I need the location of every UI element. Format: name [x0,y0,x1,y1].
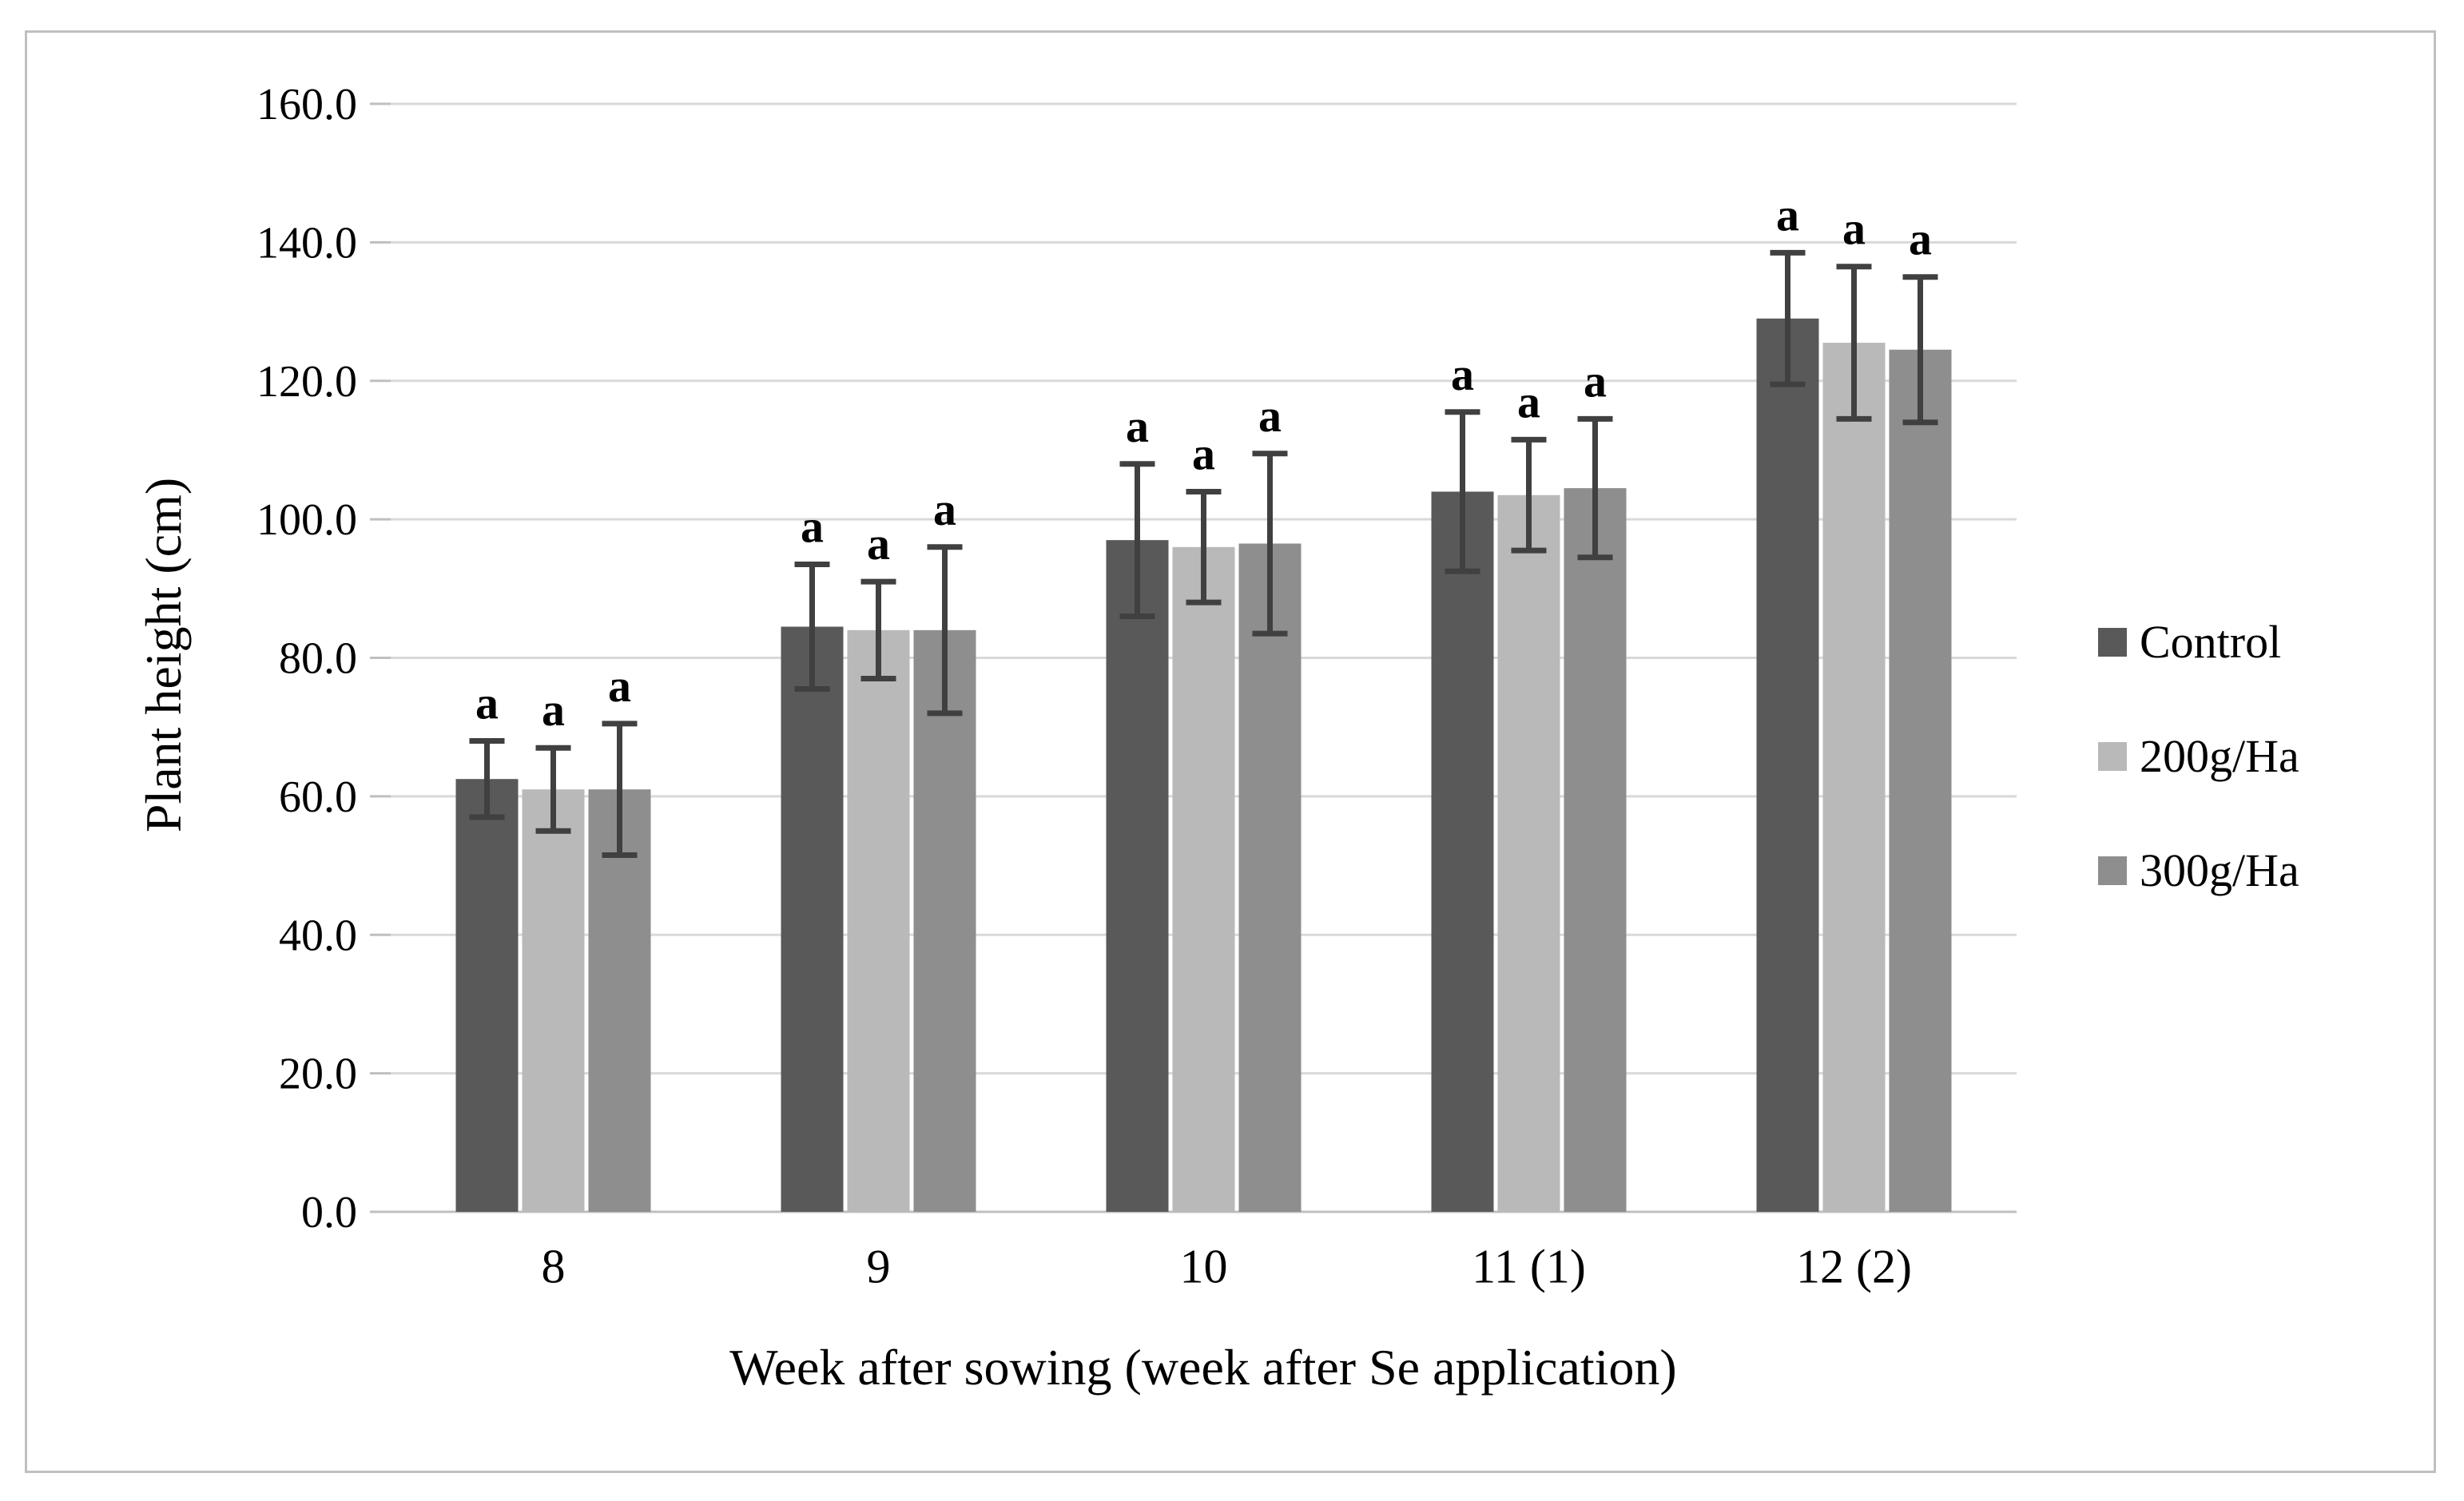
legend-label-control: Control [2140,616,2282,668]
sig-letter-200g/Ha-week-10: a [1192,427,1215,479]
sig-letter-300g/Ha-week-12 (2): a [1909,213,1932,265]
x-category-label-10: 10 [1180,1240,1228,1293]
sig-letter-Control-week-9: a [801,500,824,552]
bar-Control-week-9 [781,626,844,1212]
bar-Control-week-8 [455,779,519,1212]
legend-item-200g-ha: 200g/Ha [2098,729,2299,784]
x-category-label-12 (2): 12 (2) [1796,1240,1912,1293]
sig-letter-Control-week-11 (1): a [1451,348,1474,400]
sig-letter-Control-week-8: a [475,677,499,729]
x-category-label-9: 9 [867,1240,891,1293]
y-tick-label-0.0: 0.0 [301,1188,357,1237]
y-tick-label-120.0: 120.0 [256,357,357,407]
y-tick-label-140.0: 140.0 [256,218,357,268]
legend-label-200g-ha: 200g/Ha [2140,730,2299,782]
figure-border [25,30,2436,1473]
x-axis-title: Week after sowing (week after Se applica… [729,1339,1677,1396]
x-category-label-11 (1): 11 (1) [1472,1240,1586,1293]
legend-item-control: Control [2098,615,2299,669]
sig-letter-300g/Ha-week-9: a [933,483,956,535]
bar-200g/Ha-week-11 (1) [1497,494,1560,1212]
sig-letter-200g/Ha-week-8: a [542,684,565,736]
bar-300g/Ha-week-8 [588,789,651,1212]
sig-letter-300g/Ha-week-8: a [608,660,631,712]
y-tick-label-160.0: 160.0 [256,80,357,129]
bar-300g/Ha-week-12 (2) [1889,349,1952,1213]
bar-200g/Ha-week-9 [847,629,910,1212]
legend-swatch-200g-ha [2098,742,2127,771]
legend-item-300g-ha: 300g/Ha [2098,844,2299,898]
y-tick-label-20.0: 20.0 [279,1050,357,1099]
y-axis-title: Plant height (cm) [135,477,192,833]
sig-letter-200g/Ha-week-12 (2): a [1842,203,1866,255]
bar-Control-week-12 (2) [1756,318,1819,1213]
bar-300g/Ha-week-10 [1238,543,1302,1212]
sig-letter-200g/Ha-week-9: a [867,518,890,570]
sig-letter-300g/Ha-week-10: a [1258,390,1282,442]
y-tick-label-60.0: 60.0 [279,772,357,822]
x-category-label-8: 8 [542,1240,566,1293]
legend: Control 200g/Ha 300g/Ha [2098,615,2299,958]
bar-300g/Ha-week-9 [913,629,976,1212]
bar-300g/Ha-week-11 (1) [1564,488,1627,1212]
y-tick-label-40.0: 40.0 [279,911,357,960]
sig-letter-Control-week-10: a [1126,400,1149,452]
sig-letter-Control-week-12 (2): a [1776,189,1799,240]
bar-200g/Ha-week-8 [522,789,585,1212]
y-tick-label-80.0: 80.0 [279,634,357,684]
sig-letter-200g/Ha-week-11 (1): a [1517,375,1540,427]
legend-swatch-300g-ha [2098,856,2127,885]
y-tick-label-100.0: 100.0 [256,495,357,545]
bar-200g/Ha-week-12 (2) [1822,343,1886,1212]
bar-200g/Ha-week-10 [1172,546,1235,1212]
bar-Control-week-11 (1) [1431,491,1494,1212]
legend-label-300g-ha: 300g/Ha [2140,844,2299,896]
sig-letter-300g/Ha-week-11 (1): a [1584,355,1607,407]
bar-Control-week-10 [1106,540,1169,1212]
legend-swatch-control [2098,628,2127,657]
